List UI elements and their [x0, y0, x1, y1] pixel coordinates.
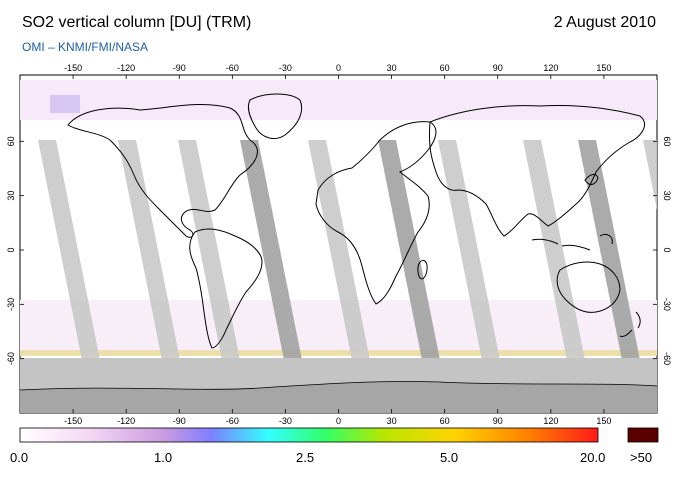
map-title: SO2 vertical column [DU] (TRM) [22, 14, 252, 31]
colorbar-label-1: 1.0 [154, 450, 173, 465]
coastlines [67, 93, 645, 349]
lat-tick-left-3: -30 [6, 298, 16, 311]
lon-tick-top-5: 0 [336, 63, 341, 73]
lon-tick-bottom-5: 0 [336, 416, 341, 426]
lat-tick-left-2: 0 [6, 247, 16, 252]
colorbar-label-0: 0.0 [10, 450, 29, 465]
orbit-gap-swath-3 [240, 140, 302, 360]
latitude-ticks-right: 60 30 0 -30 -60 [653, 136, 672, 365]
lat-tick-right-4: -60 [662, 352, 672, 365]
lon-tick-bottom-10: 150 [596, 416, 611, 426]
colorbar-label-4: 20.0 [580, 450, 606, 465]
north-america-coast [67, 104, 258, 238]
high-value-patch [50, 95, 80, 113]
colorbar-label-3: 5.0 [440, 450, 459, 465]
indonesia-coast [531, 233, 613, 251]
lon-tick-bottom-4: -30 [279, 416, 292, 426]
orbit-gap-swath-7 [523, 140, 585, 360]
orbit-gap-swath-1 [118, 140, 180, 360]
lat-tick-right-2: 0 [662, 247, 672, 252]
lon-tick-top-1: -120 [117, 63, 135, 73]
colorbar-over-swatch [627, 427, 659, 443]
lon-tick-top-3: -60 [226, 63, 239, 73]
lon-tick-bottom-7: 60 [440, 416, 450, 426]
australia-coast [556, 261, 621, 313]
southern-noise-band [20, 300, 657, 355]
longitude-ticks-bottom: -150 -120 -90 -60 -30 0 30 60 90 120 150 [64, 409, 611, 426]
colorbar-label-2: 2.5 [296, 450, 315, 465]
lon-tick-bottom-1: -120 [117, 416, 135, 426]
lon-tick-bottom-3: -60 [226, 416, 239, 426]
orbit-gap-swath-4 [308, 140, 370, 360]
lon-tick-bottom-0: -150 [64, 416, 82, 426]
lon-tick-top-2: -90 [173, 63, 186, 73]
europe-africa-coast [315, 121, 437, 305]
lon-tick-bottom-6: 30 [387, 416, 397, 426]
asia-coast [429, 104, 645, 237]
lon-tick-top-9: 120 [543, 63, 558, 73]
orbit-gap-swath-9 [643, 140, 657, 210]
antarctica-coast [20, 381, 657, 391]
colorbar-label-over: >50 [630, 450, 653, 465]
orbit-gap-swath-6 [438, 140, 500, 360]
lat-tick-right-1: 30 [662, 191, 672, 201]
lon-tick-top-6: 30 [387, 63, 397, 73]
latitude-ticks-left: 60 30 0 -30 -60 [6, 136, 24, 365]
lat-tick-left-4: -60 [6, 352, 16, 365]
arctic-noise-band [20, 80, 657, 120]
lon-tick-top-7: 60 [440, 63, 450, 73]
data-source: OMI – KNMI/FMI/NASA [22, 40, 149, 54]
colorbar-gradient [19, 427, 599, 443]
orbit-gap-swath-2 [178, 140, 240, 360]
lon-tick-bottom-8: 90 [493, 416, 503, 426]
lon-tick-bottom-9: 120 [543, 416, 558, 426]
lat-tick-right-0: 60 [662, 136, 672, 146]
lon-tick-top-10: 150 [596, 63, 611, 73]
map-date: 2 August 2010 [553, 14, 656, 31]
lon-tick-top-8: 90 [493, 63, 503, 73]
new-zealand-coast [619, 311, 641, 337]
greenland-coast [247, 93, 303, 139]
lon-tick-bottom-2: -90 [173, 416, 186, 426]
lat-tick-right-3: -30 [662, 298, 672, 311]
orbit-gap-swath-0 [38, 140, 100, 360]
lat-tick-left-0: 60 [6, 136, 16, 146]
japan-coast [584, 173, 599, 185]
lat-tick-left-1: 30 [6, 191, 16, 201]
lon-tick-top-0: -150 [64, 63, 82, 73]
lon-tick-top-4: -30 [279, 63, 292, 73]
madagascar-coast [417, 259, 428, 280]
longitude-ticks-top: -150 -120 -90 -60 -30 0 30 60 90 120 150 [64, 63, 611, 79]
south-america-coast [189, 228, 263, 349]
southern-edge-noise [20, 350, 657, 356]
orbit-gap-swath-8 [578, 140, 640, 360]
